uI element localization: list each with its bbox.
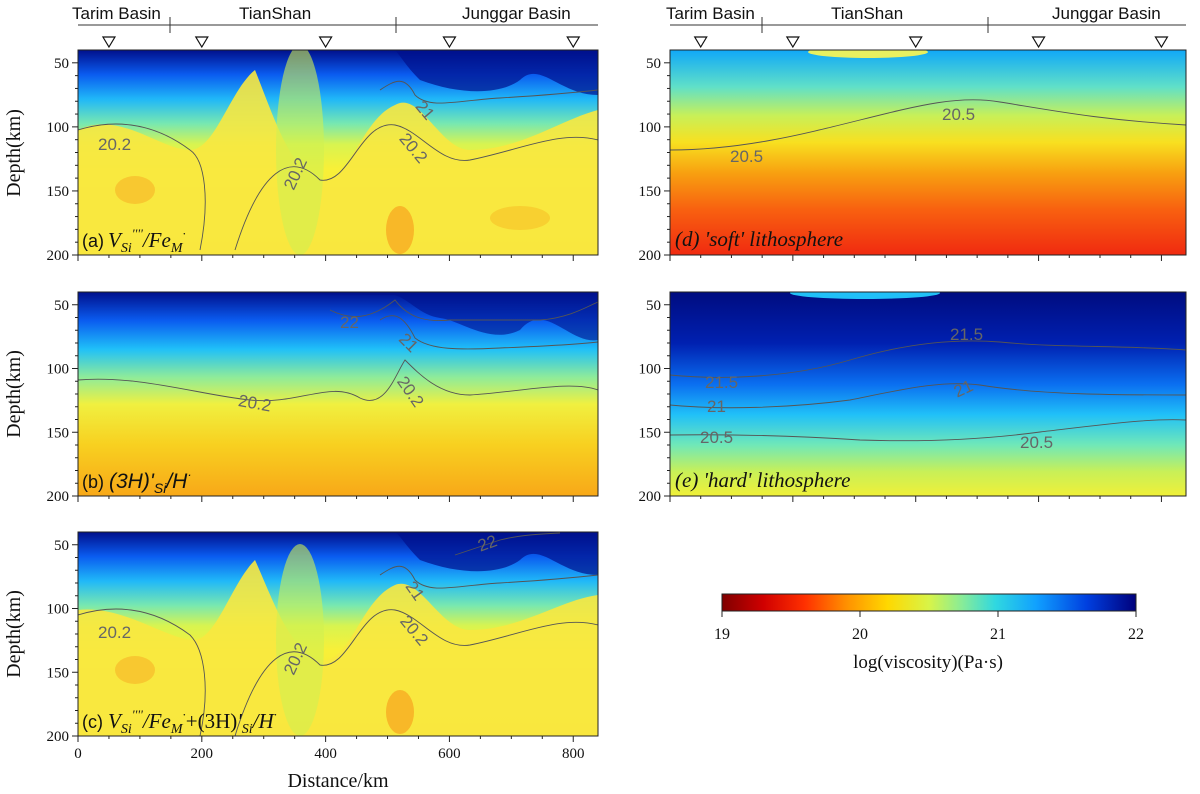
region-label-tarim: Tarim Basin — [72, 4, 161, 23]
contour-label: 20.2 — [98, 135, 131, 154]
contour-label: 20.5 — [942, 105, 975, 124]
region-label-tianshan: TianShan — [239, 4, 311, 23]
contour-label: 22 — [340, 313, 359, 332]
contour-label: 21.5 — [705, 373, 738, 392]
station-marker — [693, 36, 708, 49]
region-label-tianshan: TianShan — [831, 4, 903, 23]
x-tick-label: 200 — [191, 746, 214, 762]
contour-label: 20.5 — [700, 428, 733, 447]
contour-label: 21 — [707, 397, 726, 416]
panel-title-d: (d) 'soft' lithosphere — [675, 227, 843, 251]
station-marker — [908, 36, 923, 49]
contour-label: 20.2 — [98, 623, 131, 642]
y-tick-label: 150 — [47, 184, 70, 200]
y-axis-title: Depth(km) — [3, 350, 25, 438]
y-tick-label: 100 — [639, 362, 662, 378]
y-tick-label: 50 — [54, 538, 69, 554]
y-tick-label: 150 — [47, 425, 70, 441]
y-tick-label: 200 — [639, 489, 662, 505]
y-tick-label: 50 — [54, 56, 69, 72]
panel-label-a: (a) — [82, 231, 104, 251]
y-tick-label: 150 — [47, 665, 70, 681]
y-tick-label: 150 — [639, 184, 662, 200]
y-tick-label: 200 — [47, 248, 70, 264]
y-tick-label: 50 — [54, 298, 69, 314]
panel-label-b: (b) — [82, 472, 104, 492]
panel-label-c: (c) — [82, 712, 103, 732]
y-axis-title: Depth(km) — [3, 590, 25, 678]
x-tick-label: 0 — [74, 746, 82, 762]
station-marker — [1031, 36, 1046, 49]
station-marker — [194, 36, 209, 49]
y-tick-label: 100 — [47, 362, 70, 378]
panel-c: 22 21 20.2 20.2 20.2 (c) VSi''''/FeM·+(3… — [77, 531, 599, 737]
y-tick-label: 100 — [47, 602, 70, 618]
x-tick-label: 800 — [562, 746, 585, 762]
y-tick-label: 200 — [47, 489, 70, 505]
panel-d: 20.5 20.5 (d) 'soft' lithosphere — [669, 49, 1187, 256]
panel-formula-b: (3H)'Si/H· — [109, 467, 192, 496]
x-axis-title: Distance/km — [287, 770, 389, 792]
region-label-junggar: Junggar Basin — [462, 4, 571, 23]
contour-label: 21.5 — [950, 325, 983, 344]
y-tick-label: 150 — [639, 425, 662, 441]
y-tick-label: 50 — [646, 298, 661, 314]
colorbar-title: log(viscosity)(Pa·s) — [853, 652, 1003, 673]
contour-label: 20.5 — [1020, 433, 1053, 452]
y-axis-title: Depth(km) — [3, 109, 25, 197]
colorbar-tick-label: 21 — [990, 626, 1006, 643]
panel-e: 21.5 21.5 21 21 20.5 20.5 (e) 'hard' lit… — [669, 291, 1187, 497]
y-tick-label: 100 — [47, 120, 70, 136]
panel-a: 20.2 20.2 20.2 21 (a) VSi''''/FeM· — [77, 49, 599, 256]
panel-title-e: (e) 'hard' lithosphere — [675, 468, 850, 492]
station-marker — [318, 36, 333, 49]
region-header-left: Tarim Basin TianShan Junggar Basin — [72, 4, 598, 33]
station-marker — [101, 36, 117, 49]
station-marker — [566, 36, 581, 49]
colorbar: 19 20 21 22 log(viscosity)(Pa·s) — [714, 593, 1144, 673]
y-tick-label: 100 — [639, 120, 662, 136]
x-tick-label: 600 — [438, 746, 461, 762]
colorbar-tick-label: 20 — [852, 626, 868, 643]
contour-label: 20.5 — [730, 147, 763, 166]
station-marker — [442, 36, 457, 49]
station-marker — [785, 36, 800, 49]
colorbar-tick-label: 22 — [1128, 626, 1144, 643]
x-tick-label: 400 — [314, 746, 337, 762]
y-tick-label: 200 — [47, 729, 70, 745]
y-tick-label: 200 — [639, 248, 662, 264]
region-label-junggar: Junggar Basin — [1052, 4, 1161, 23]
y-tick-label: 50 — [646, 56, 661, 72]
region-label-tarim: Tarim Basin — [666, 4, 755, 23]
region-header-right: Tarim Basin TianShan Junggar Basin — [666, 4, 1186, 33]
station-marker — [1154, 36, 1169, 49]
colorbar-tick-label: 19 — [714, 626, 730, 643]
panel-b: 22 21 20.2 20.2 (b) (3H)'Si/H· — [77, 291, 599, 497]
